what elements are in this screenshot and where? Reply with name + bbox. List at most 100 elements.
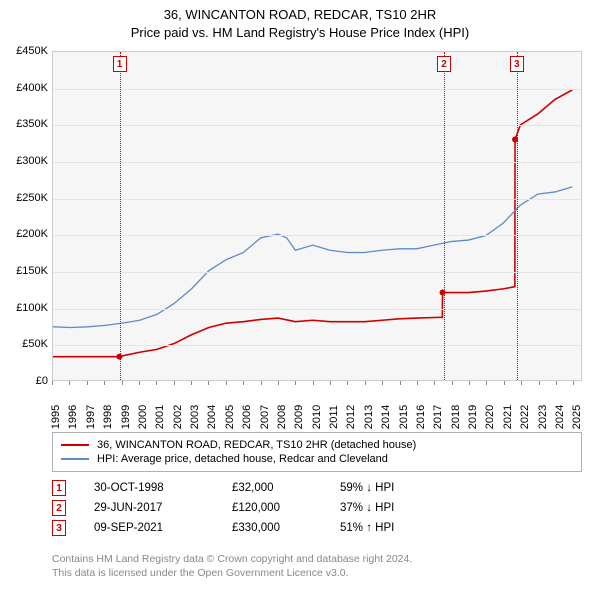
event-row: 1 30-OCT-1998 £32,000 59% ↓ HPI: [52, 480, 582, 496]
chart-title: 36, WINCANTON ROAD, REDCAR, TS10 2HR Pri…: [0, 0, 600, 41]
x-tick: [52, 381, 53, 385]
x-tick: [556, 381, 557, 385]
y-axis-label: £0: [4, 375, 48, 387]
x-axis-label: 2005: [224, 405, 236, 429]
y-axis-label: £450K: [4, 45, 48, 57]
y-axis-label: £50K: [4, 338, 48, 350]
x-axis-label: 2017: [432, 405, 444, 429]
event-marker-badge: 1: [113, 56, 127, 72]
attribution-line-1: Contains HM Land Registry data © Crown c…: [52, 552, 582, 566]
gridline: [53, 345, 581, 346]
x-axis-label: 2007: [259, 405, 271, 429]
x-tick: [261, 381, 262, 385]
y-axis-label: £250K: [4, 192, 48, 204]
series-price_paid: [53, 90, 572, 357]
x-tick: [365, 381, 366, 385]
gridline: [53, 235, 581, 236]
x-axis-label: 1995: [50, 405, 62, 429]
x-tick: [139, 381, 140, 385]
event-price: £330,000: [232, 522, 312, 534]
gridline: [53, 199, 581, 200]
x-axis-label: 2020: [484, 405, 496, 429]
x-axis-label: 1999: [120, 405, 132, 429]
gridline: [53, 125, 581, 126]
x-tick: [382, 381, 383, 385]
x-axis-label: 2013: [363, 405, 375, 429]
y-axis-label: £400K: [4, 82, 48, 94]
x-tick: [400, 381, 401, 385]
x-tick: [434, 381, 435, 385]
chart-zone: 123 £0£50K£100K£150K£200K£250K£300K£350K…: [0, 41, 600, 421]
x-axis-label: 2025: [571, 405, 583, 429]
x-tick: [573, 381, 574, 385]
legend: 36, WINCANTON ROAD, REDCAR, TS10 2HR (de…: [52, 432, 582, 472]
event-date: 09-SEP-2021: [94, 522, 204, 534]
title-line-1: 36, WINCANTON ROAD, REDCAR, TS10 2HR: [0, 6, 600, 24]
x-axis-label: 2024: [554, 405, 566, 429]
title-line-2: Price paid vs. HM Land Registry's House …: [0, 24, 600, 42]
x-axis-label: 1998: [102, 405, 114, 429]
x-tick: [87, 381, 88, 385]
x-axis-label: 2009: [293, 405, 305, 429]
legend-swatch: [61, 458, 89, 460]
event-price: £32,000: [232, 482, 312, 494]
y-axis-label: £300K: [4, 155, 48, 167]
event-marker-badge: 2: [437, 56, 451, 72]
x-tick: [191, 381, 192, 385]
y-axis-label: £200K: [4, 228, 48, 240]
event-badge: 1: [52, 480, 66, 496]
x-tick: [539, 381, 540, 385]
x-axis-label: 2018: [450, 405, 462, 429]
legend-item: 36, WINCANTON ROAD, REDCAR, TS10 2HR (de…: [61, 439, 573, 451]
event-hpi: 51% ↑ HPI: [340, 522, 450, 534]
x-axis-label: 2019: [467, 405, 479, 429]
event-date: 30-OCT-1998: [94, 482, 204, 494]
x-tick: [243, 381, 244, 385]
event-hpi: 59% ↓ HPI: [340, 482, 450, 494]
x-tick: [122, 381, 123, 385]
x-tick: [69, 381, 70, 385]
x-axis-label: 2006: [241, 405, 253, 429]
event-row: 229-JUN-2017£120,00037% ↓ HPI: [52, 500, 582, 516]
plot-area: 1 2 3: [52, 51, 582, 381]
x-axis-label: 2015: [398, 405, 410, 429]
x-axis-label: 2002: [172, 405, 184, 429]
event-badge: 3: [52, 520, 66, 536]
x-axis-label: 2000: [137, 405, 149, 429]
x-tick: [208, 381, 209, 385]
chart-container: 36, WINCANTON ROAD, REDCAR, TS10 2HR Pri…: [0, 0, 600, 590]
attribution-line-2: This data is licensed under the Open Gov…: [52, 566, 582, 580]
legend-item: HPI: Average price, detached house, Redc…: [61, 453, 573, 465]
x-tick: [504, 381, 505, 385]
x-tick: [486, 381, 487, 385]
x-tick: [156, 381, 157, 385]
chart-lines: [53, 52, 581, 380]
x-axis-label: 2014: [380, 405, 392, 429]
x-axis-label: 2021: [502, 405, 514, 429]
x-axis-label: 2016: [415, 405, 427, 429]
legend-label: HPI: Average price, detached house, Redc…: [97, 453, 388, 465]
event-marker-line: [444, 52, 445, 380]
x-axis-label: 1997: [85, 405, 97, 429]
x-tick: [417, 381, 418, 385]
y-axis-label: £100K: [4, 302, 48, 314]
event-marker-badge: 3: [510, 56, 524, 72]
x-axis-label: 2008: [276, 405, 288, 429]
series-hpi: [53, 187, 572, 328]
x-axis-label: 2012: [345, 405, 357, 429]
x-axis-label: 2023: [537, 405, 549, 429]
x-tick: [452, 381, 453, 385]
x-axis-label: 2022: [519, 405, 531, 429]
events-table: 130-OCT-1998£32,00059% ↓ HPI229-JUN-2017…: [52, 476, 582, 540]
gridline: [53, 309, 581, 310]
event-marker-line: [120, 52, 121, 380]
gridline: [53, 162, 581, 163]
x-tick: [174, 381, 175, 385]
x-tick: [347, 381, 348, 385]
x-tick: [226, 381, 227, 385]
x-axis-label: 2011: [328, 405, 340, 429]
x-tick: [313, 381, 314, 385]
event-hpi: 37% ↓ HPI: [340, 502, 450, 514]
event-price: £120,000: [232, 502, 312, 514]
y-axis-label: £350K: [4, 118, 48, 130]
